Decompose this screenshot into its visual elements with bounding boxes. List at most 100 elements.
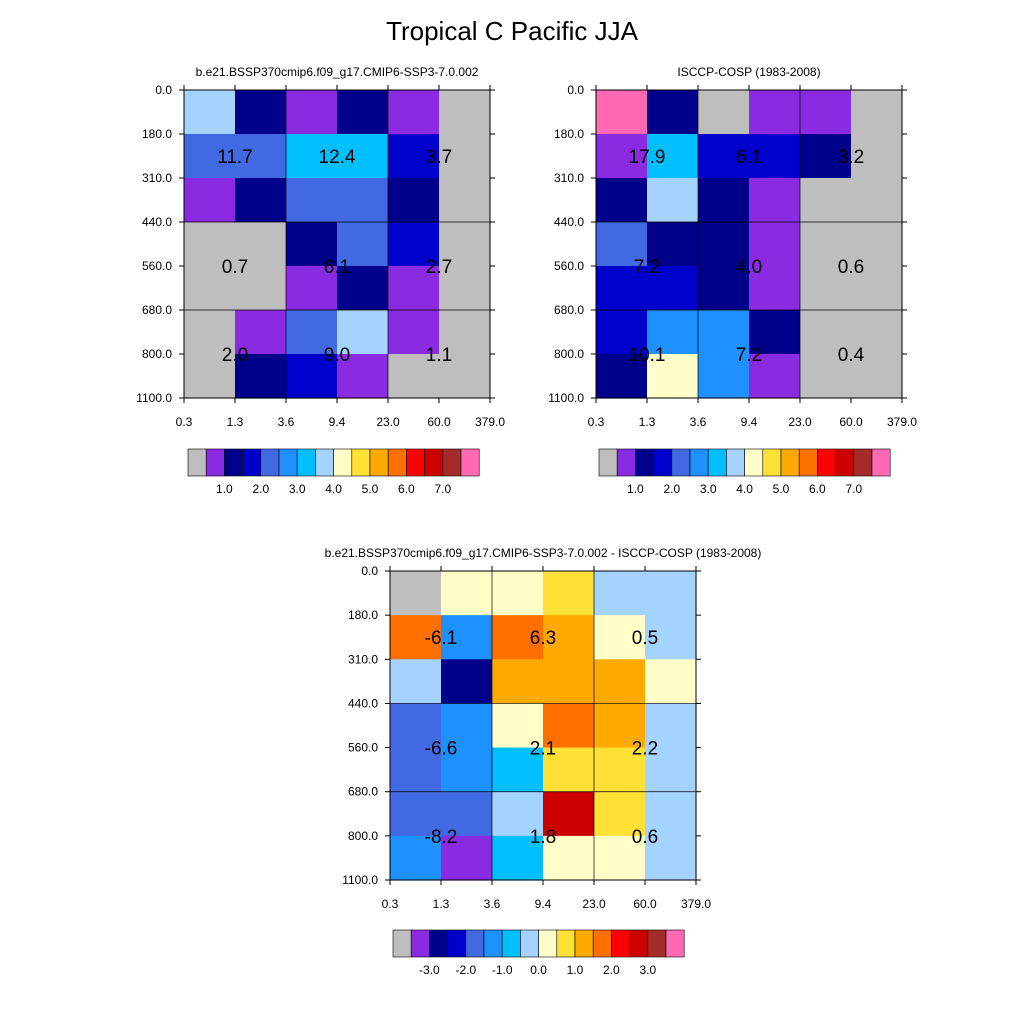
heatmap-cell — [388, 354, 440, 399]
y-tick-label: 180.0 — [348, 608, 378, 622]
heatmap-cell — [645, 835, 697, 881]
x-tick-label: 3.6 — [484, 897, 501, 911]
x-tick-label: 9.4 — [535, 897, 552, 911]
heatmap-cell — [647, 134, 699, 179]
y-tick-label: 440.0 — [554, 215, 584, 229]
colorbar-swatch — [635, 448, 654, 477]
x-tick-label: 1.3 — [227, 415, 244, 429]
heatmap-cell — [337, 178, 389, 223]
heatmap-cell — [749, 266, 801, 311]
heatmap-cell — [647, 178, 699, 223]
x-tick-label: 0.3 — [176, 415, 193, 429]
panel-title: ISCCP-COSP (1983-2008) — [677, 65, 820, 79]
heatmap-cell — [698, 266, 750, 311]
cell-annotation: 0.7 — [222, 257, 248, 278]
heatmap-cell — [441, 703, 493, 749]
heatmap-cell — [492, 747, 544, 793]
colorbar-swatch — [501, 929, 521, 958]
cell-annotation: 0.5 — [632, 628, 658, 649]
colorbar-swatch — [853, 448, 873, 477]
y-tick-label: 310.0 — [142, 171, 172, 185]
y-tick-label: 0.0 — [155, 83, 172, 97]
heatmap-cell — [698, 354, 750, 399]
x-tick-label: 23.0 — [582, 897, 606, 911]
colorbar: -3.0 -2.0 -1.0 0.0 1.0 2.0 3.0 — [392, 929, 685, 977]
y-tick-label: 800.0 — [348, 829, 378, 843]
cell-annotation: 2.7 — [426, 257, 452, 278]
colorbar-swatch — [671, 448, 691, 477]
heatmap-cell — [851, 354, 903, 399]
heatmap-cell — [235, 354, 287, 399]
heatmap-cell — [594, 703, 646, 749]
colorbar-swatch — [817, 448, 836, 477]
heatmap-cell — [543, 835, 595, 881]
colorbar-swatch — [392, 929, 412, 958]
heatmap-cell — [594, 615, 646, 660]
cell-annotation: -8.2 — [425, 827, 458, 848]
x-tick-label: 9.4 — [741, 415, 758, 429]
heatmap-cell — [184, 134, 236, 179]
heatmap-cell — [492, 835, 544, 881]
heatmap-cell — [439, 310, 491, 355]
colorbar: 1.0 2.0 3.0 4.0 5.0 6.0 7.0 — [598, 448, 891, 496]
colorbar-label: 2.0 — [252, 482, 269, 496]
x-tick-label: 0.3 — [588, 415, 605, 429]
y-tick-label: 1100.0 — [548, 391, 584, 405]
colorbar-swatch — [616, 448, 636, 477]
heatmap-cell — [594, 747, 646, 793]
colorbar-swatch — [592, 929, 612, 958]
heatmap-cell — [800, 178, 852, 223]
heatmap-cell — [337, 222, 389, 267]
colorbar-swatch — [483, 929, 503, 958]
heatmap-cell — [543, 747, 595, 793]
heatmap-cell — [439, 222, 491, 267]
heatmap-cell — [647, 90, 699, 135]
colorbar-swatch — [520, 929, 539, 958]
colorbar-swatch — [665, 929, 685, 958]
heatmap-cell — [698, 178, 750, 223]
colorbar-swatch — [629, 929, 649, 958]
colorbar-label: 4.0 — [736, 482, 753, 496]
cell-annotation: 2.2 — [632, 739, 658, 760]
heatmap-cell — [439, 90, 491, 135]
heatmap-cell — [596, 354, 648, 399]
cell-annotation: 0.6 — [838, 257, 864, 278]
colorbar-label: 2.0 — [663, 482, 680, 496]
heatmap-cell — [235, 90, 287, 135]
cell-annotation: 0.6 — [632, 827, 658, 848]
heatmap-cell — [800, 90, 852, 135]
heatmap-cell — [390, 615, 442, 660]
heatmap-cell — [645, 703, 697, 749]
heatmap-cell — [184, 310, 236, 355]
x-tick-label: 1.3 — [433, 897, 450, 911]
cell-annotation: 1.8 — [530, 827, 556, 848]
panel-title: b.e21.BSSP370cmip6.f09_g17.CMIP6-SSP3-7.… — [196, 65, 479, 79]
heatmap-cell — [645, 615, 697, 660]
colorbar-swatch — [296, 448, 316, 477]
colorbar-swatch — [369, 448, 389, 477]
heatmap-cell — [800, 354, 852, 399]
colorbar-swatch — [187, 448, 207, 477]
heatmap-cell — [749, 90, 801, 135]
heatmap-cell — [543, 791, 595, 837]
cell-annotation: 11.7 — [217, 147, 253, 168]
colorbar-label: -1.0 — [492, 963, 513, 977]
heatmap-cell — [596, 134, 648, 179]
y-tick-label: 560.0 — [554, 259, 584, 273]
cell-annotation: 6.3 — [530, 628, 556, 649]
colorbar-swatch — [387, 448, 407, 477]
cell-annotation: 6.1 — [736, 147, 762, 168]
heatmap-cell — [441, 835, 493, 881]
colorbar-swatch — [351, 448, 371, 477]
y-tick-label: 180.0 — [554, 127, 584, 141]
heatmap-cell — [441, 571, 493, 616]
heatmap-cell — [337, 310, 389, 355]
heatmap-cell — [800, 266, 852, 311]
heatmap-cell — [698, 310, 750, 355]
heatmap-cell — [596, 178, 648, 223]
colorbar-swatch — [465, 929, 485, 958]
colorbar: 1.0 2.0 3.0 4.0 5.0 6.0 7.0 — [187, 448, 480, 496]
cell-annotation: 7.2 — [634, 257, 660, 278]
colorbar-swatch — [424, 448, 444, 477]
